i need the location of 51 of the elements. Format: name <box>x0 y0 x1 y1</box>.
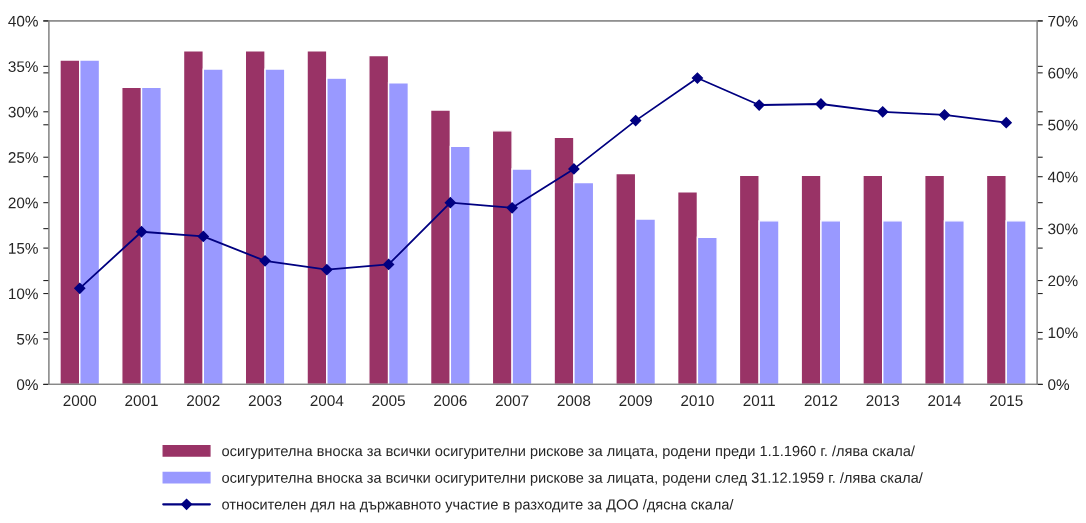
x-tick-label: 2013 <box>866 395 900 407</box>
point <box>1000 117 1012 129</box>
y-tick-label: 35% <box>8 61 38 73</box>
y-tick-label: 20% <box>8 197 38 209</box>
x-tick-label: 2006 <box>434 395 467 407</box>
x-tick-label: 2005 <box>372 395 405 407</box>
x-tick-label: 2004 <box>310 395 344 407</box>
point <box>506 202 518 214</box>
point <box>197 230 209 243</box>
y2-tick-label: 70% <box>1048 15 1078 27</box>
y2-tick-label: 50% <box>1048 119 1078 131</box>
x-tick-label: 2010 <box>681 395 714 407</box>
point <box>630 115 642 127</box>
x-tick-label: 2007 <box>495 395 529 407</box>
x-tick-label: 2003 <box>248 395 282 407</box>
y2-tick-label: 20% <box>1048 275 1078 287</box>
x-tick-label: 2014 <box>928 395 962 407</box>
x-tick-label: 2009 <box>619 395 652 407</box>
y-tick-label: 10% <box>9 288 38 300</box>
x-tick-label: 2015 <box>990 395 1023 407</box>
point <box>938 109 951 121</box>
y-tick-label: 15% <box>9 243 38 254</box>
point <box>135 226 148 238</box>
point <box>691 72 704 84</box>
y2-tick-label: 10% <box>1048 327 1078 339</box>
y2-tick-label: 40% <box>1047 171 1078 183</box>
legend-label: осигурителна вноска за всички осигурителни рискове за лицата, родени преди 1.1.1960 г. /лява скала/ <box>222 445 915 460</box>
y-tick-label: 0% <box>16 379 38 391</box>
y-tick-label: 30% <box>8 106 38 118</box>
x-tick-label: 2000 <box>63 395 97 407</box>
legend-label: относителен дял на държавното участие в разходите за ДОО /дясна скала/ <box>222 498 734 513</box>
x-tick-label: 2008 <box>557 395 591 407</box>
y2-tick-label: 60% <box>1048 67 1078 79</box>
y-tick-label: 25% <box>8 152 38 163</box>
point <box>321 264 333 276</box>
point <box>382 258 395 271</box>
point <box>877 106 889 118</box>
x-tick-label: 2011 <box>743 395 775 407</box>
legend-label: осигурителна вноска за всички осигурителни рискове за лицата, родени след 31.12.1959 г. /лява скала/ <box>222 472 923 486</box>
x-tick-label: 2001 <box>125 395 158 407</box>
y2-tick-label: 0% <box>1048 379 1070 391</box>
y-tick-label: 40% <box>8 15 38 27</box>
y-tick-label: 5% <box>16 333 38 345</box>
point <box>444 197 456 209</box>
point <box>753 99 765 111</box>
point <box>568 163 580 175</box>
x-tick-label: 2012 <box>804 395 838 407</box>
point <box>259 255 271 267</box>
x-tick-label: 2002 <box>187 395 220 407</box>
point <box>74 282 86 294</box>
y2-tick-label: 30% <box>1048 223 1078 235</box>
